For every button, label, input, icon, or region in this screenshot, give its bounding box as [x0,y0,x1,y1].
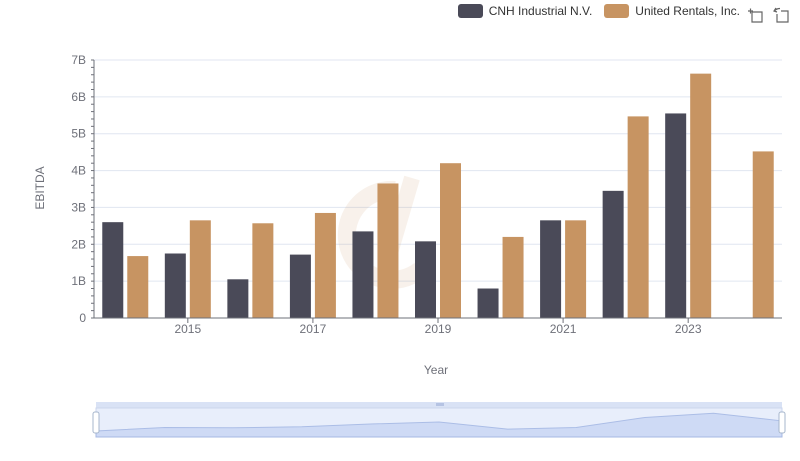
x-axis-title: Year [424,363,448,377]
data-zoom-slider[interactable] [92,402,786,438]
bar-cnh [289,254,311,318]
x-tick-label: 2015 [174,322,201,336]
legend-swatch-united-rentals [604,4,630,18]
y-tick-label: 1B [71,274,86,288]
x-tick-label: 2021 [550,322,577,336]
bar-united-rentals [314,212,336,318]
data-zoom-handle-right[interactable] [778,411,786,434]
bar-cnh [477,288,499,318]
bar-united-rentals [377,183,399,318]
bar-united-rentals [752,151,774,318]
legend-label-cnh: CNH Industrial N.V. [488,4,593,18]
bar-cnh [540,220,562,318]
bar-united-rentals [565,220,587,318]
y-tick-label: 4B [71,164,86,178]
bar-cnh [352,231,374,318]
y-tick-label: 6B [71,90,86,104]
bar-cnh [665,113,687,318]
bar-united-rentals [127,256,149,318]
bar-cnh [102,222,124,318]
toolbox [746,6,790,24]
x-tick-label: 2019 [425,322,452,336]
bar-united-rentals [502,236,524,318]
legend-item-united-rentals[interactable]: United Rentals, Inc. [604,4,740,18]
y-tick-label: 5B [71,127,86,141]
x-tick-label: 2023 [675,322,702,336]
bar-cnh [415,241,436,318]
legend-swatch-cnh [457,4,483,18]
zoom-icon[interactable] [746,6,764,24]
legend-item-cnh[interactable]: CNH Industrial N.V. [457,4,593,18]
bar-united-rentals [189,220,211,318]
legend: CNH Industrial N.V. United Rentals, Inc. [457,4,740,18]
bar-cnh [227,279,249,318]
legend-label-united-rentals: United Rentals, Inc. [635,4,740,18]
bar-cnh [164,253,186,318]
y-tick-label: 7B [71,53,86,67]
x-tick-label: 2017 [300,322,327,336]
bar-united-rentals [627,116,649,319]
bar-cnh [602,190,624,318]
data-zoom-preview [95,412,783,438]
bar-united-rentals [440,163,461,318]
y-tick-label: 2B [71,237,86,251]
y-axis-title: EBITDA [33,166,47,209]
bars [102,73,774,319]
data-zoom-grip [436,403,444,406]
y-tick-label: 0 [79,311,86,325]
data-zoom-handle-left[interactable] [92,411,100,434]
axes: 0 1B 2B 3B 4B 5B 6B 7B 2015 2017 2019 2021 2023 [71,53,782,336]
bar-united-rentals [690,73,712,318]
bar-united-rentals [252,223,274,318]
y-tick-label: 3B [71,200,86,214]
restore-icon[interactable] [772,6,790,24]
